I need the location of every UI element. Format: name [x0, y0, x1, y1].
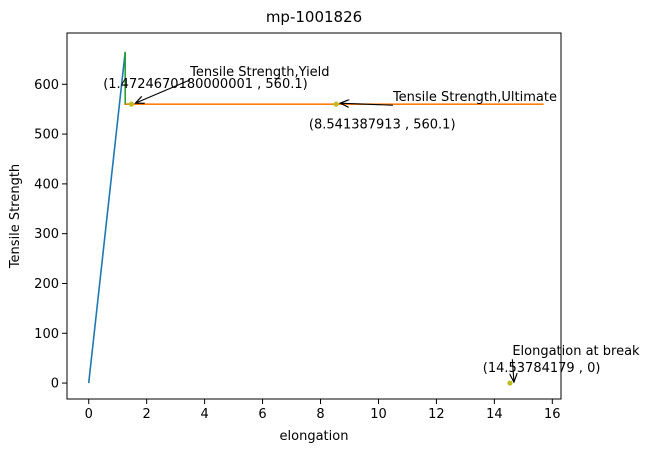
- coord-label-1: (8.541387913 , 560.1): [309, 118, 456, 133]
- chart-title: mp-1001826: [266, 8, 362, 26]
- x-tick-label-1: 2: [143, 407, 151, 422]
- x-axis-label: elongation: [280, 429, 349, 444]
- annotation-break-text: Elongation at break: [512, 344, 640, 359]
- plot-area-frame: [66, 32, 562, 400]
- annotation-yield-arrow: [135, 79, 191, 103]
- series-line-0: [87, 51, 126, 384]
- x-tick-label-7: 14: [486, 407, 503, 422]
- x-tick-label-2: 4: [200, 407, 208, 422]
- y-tick-label-3: 300: [34, 227, 59, 242]
- y-axis: 0 100 200 300 400 500 600: [34, 78, 67, 392]
- x-tick-label-5: 10: [370, 407, 387, 422]
- x-tick-label-3: 6: [258, 407, 266, 422]
- x-tick-label-0: 0: [85, 407, 93, 422]
- annotations-layer: Tensile Strength,Yield Tensile Strength,U…: [103, 65, 640, 382]
- y-tick-label-0: 0: [51, 377, 59, 392]
- x-tick-label-6: 12: [428, 407, 445, 422]
- y-tick-label-5: 500: [34, 128, 59, 143]
- annotation-ultimate-text: Tensile Strength,Ultimate: [392, 90, 557, 105]
- y-tick-label-2: 200: [34, 277, 59, 292]
- y-tick-label-4: 400: [34, 177, 59, 192]
- annotation-break-arrow: [512, 359, 514, 382]
- data-point-0: [128, 101, 134, 107]
- y-tick-label-1: 100: [34, 327, 59, 342]
- x-tick-label-8: 16: [544, 407, 561, 422]
- points-layer: [128, 101, 513, 386]
- annotation-ultimate-arrow: [340, 103, 393, 105]
- x-tick-label-4: 8: [316, 407, 324, 422]
- data-point-1: [333, 101, 339, 107]
- data-point-2: [507, 380, 513, 386]
- coord-label-2: (14.53784179 , 0): [483, 361, 601, 376]
- coord-label-0: (1.4724670180000001 , 560.1): [103, 77, 308, 92]
- annotation-yield-text: Tensile Strength,Yield: [189, 65, 329, 80]
- x-axis: 0 2 4 6 8 10 12 14 16: [85, 399, 561, 422]
- y-axis-label: Tensile Strength: [8, 164, 23, 269]
- y-tick-label-6: 600: [34, 78, 59, 93]
